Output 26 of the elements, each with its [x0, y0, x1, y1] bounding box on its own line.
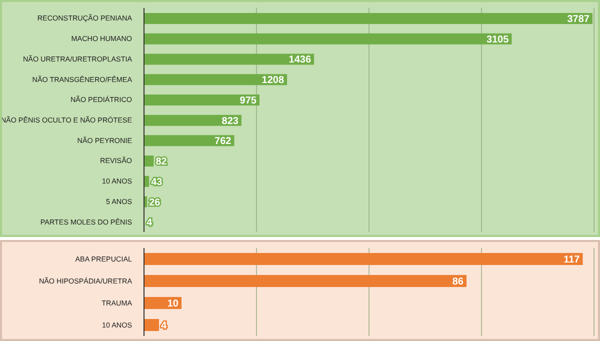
data-label: 823 — [222, 116, 239, 127]
data-label: 26 — [149, 197, 161, 208]
bar — [144, 74, 288, 86]
bar — [144, 253, 583, 265]
bar — [144, 114, 242, 126]
data-label: 43 — [151, 176, 163, 188]
data-label: 762 — [214, 136, 232, 148]
data-label: 975 — [240, 95, 257, 106]
bar — [144, 13, 592, 24]
data-label: 1208 — [262, 75, 284, 86]
data-label: 4 — [161, 320, 167, 332]
bar — [144, 275, 466, 287]
data-label: 10 — [167, 298, 179, 310]
bar — [144, 33, 512, 44]
data-label: 4 — [146, 218, 152, 229]
data-label: 3787 — [567, 14, 590, 25]
bar — [144, 135, 234, 146]
bar — [144, 54, 314, 65]
bar — [144, 319, 159, 331]
bar — [144, 94, 260, 106]
bar — [144, 156, 154, 167]
data-label: 117 — [564, 254, 580, 266]
data-label: 86 — [452, 276, 464, 288]
data-label: 3105 — [486, 34, 510, 46]
data-label: 1436 — [288, 54, 312, 66]
data-label: 82 — [156, 156, 168, 168]
